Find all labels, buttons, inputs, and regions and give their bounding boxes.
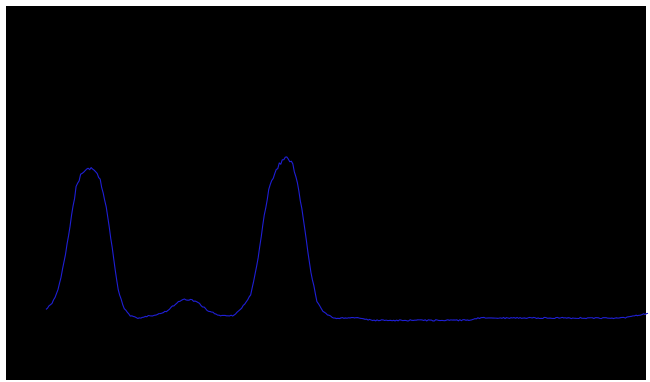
series-layer [45, 156, 649, 322]
plot-background [6, 6, 646, 380]
series-line [45, 156, 649, 322]
